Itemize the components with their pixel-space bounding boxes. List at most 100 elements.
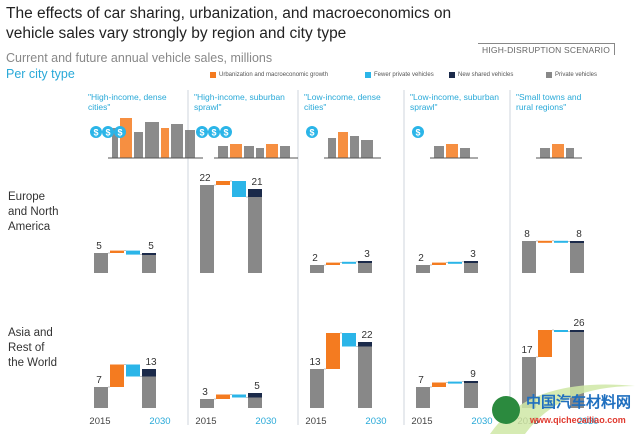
bar-fewer-private [448, 261, 462, 264]
chart-subtitle: Current and future annual vehicle sales,… [6, 51, 273, 65]
bar-2030-shared [358, 261, 372, 263]
bar-2030-private [358, 261, 372, 273]
bar-2030-shared [358, 342, 372, 347]
bar-2030-private [142, 254, 156, 273]
value-label-2015: 3 [202, 387, 208, 398]
bar-fewer-private [126, 364, 140, 377]
city-building-icon [460, 148, 470, 158]
city-building-icon [566, 148, 574, 158]
bar-2015 [94, 253, 108, 273]
city-building-icon [361, 140, 373, 158]
value-label-2015: 17 [521, 345, 533, 356]
bar-fewer-private [448, 381, 462, 384]
legend-item-fewer: Fewer private vehicles [365, 72, 434, 78]
city-building-icon [328, 138, 336, 158]
x-label-2015: 2015 [195, 416, 216, 427]
bar-growth [110, 364, 124, 387]
value-label-2030: 5 [148, 241, 154, 252]
city-building-icon [338, 132, 348, 158]
value-label-2015: 7 [96, 375, 102, 386]
legend-swatch-private [546, 72, 552, 78]
value-label-2030: 3 [364, 249, 370, 260]
value-label-2015: 2 [418, 253, 424, 264]
city-building-icon [161, 128, 169, 158]
bar-2030-shared [142, 369, 156, 377]
bar-growth [110, 250, 124, 253]
value-label-2015: 13 [309, 357, 321, 368]
city-building-icon [350, 136, 359, 158]
dollar-sign-icon: $ [415, 128, 420, 138]
value-label-2015: 8 [524, 229, 530, 240]
bar-2030-shared [464, 261, 478, 263]
value-label-2030: 3 [470, 249, 476, 260]
bar-2015 [94, 387, 108, 408]
bar-2030-shared [570, 241, 584, 243]
legend-label-private: Private vehicles [555, 72, 598, 78]
value-label-2015: 7 [418, 375, 424, 386]
x-label-2030: 2030 [365, 416, 386, 427]
dollar-coin-icon [102, 126, 114, 138]
city-building-icon [134, 132, 143, 158]
dollar-sign-icon: $ [223, 128, 228, 138]
bar-growth [432, 262, 446, 265]
bar-2015 [416, 387, 430, 408]
chart-subtitle-city-type: Per city type [6, 67, 75, 81]
bar-growth [538, 240, 552, 243]
dollar-coin-icon [114, 126, 126, 138]
city-type-label: "Low-income, dense cities" [304, 92, 381, 112]
value-label-2030: 21 [251, 177, 263, 188]
bar-fewer-private [232, 181, 246, 197]
city-building-icon [145, 122, 159, 158]
bar-2030-shared [570, 330, 584, 332]
dollar-coin-icon [208, 126, 220, 138]
city-building-icon [230, 144, 242, 158]
value-label-2030: 13 [145, 357, 157, 368]
city-building-icon [171, 124, 183, 158]
dollar-sign-icon: $ [105, 128, 110, 138]
bar-2015 [310, 369, 324, 408]
city-building-icon [266, 144, 278, 158]
legend-item-private: Private vehicles [546, 72, 597, 78]
city-building-icon [244, 146, 254, 158]
bar-2030-private [142, 376, 156, 408]
scenario-label: HIGH-DISRUPTION SCENARIO [478, 43, 616, 55]
x-label-2030: 2030 [577, 416, 598, 427]
bar-2030-shared [464, 381, 478, 383]
watermark-swoosh [490, 384, 635, 434]
bar-2030-private [358, 346, 372, 408]
city-building-icon [120, 118, 132, 158]
dollar-sign-icon: $ [211, 128, 216, 138]
dollar-coin-icon [90, 126, 102, 138]
value-label-2030: 26 [573, 318, 585, 329]
value-label-2015: 22 [199, 173, 211, 184]
x-label-2030: 2030 [255, 416, 276, 427]
legend-item-shared: New shared vehicles [449, 72, 513, 78]
city-type-label: "Low-income, suburban sprawl" [410, 92, 499, 112]
dollar-sign-icon: $ [93, 128, 98, 138]
watermark-globe-icon [492, 396, 520, 424]
value-label-2030: 22 [361, 330, 373, 341]
city-building-icon [112, 128, 118, 158]
bar-fewer-private [554, 240, 568, 243]
chart-title: The effects of car sharing, urbanization… [6, 5, 452, 42]
dollar-sign-icon: $ [117, 128, 122, 138]
city-building-icon [218, 146, 228, 158]
x-label-2030: 2030 [471, 416, 492, 427]
legend-item-growth: Urbanization and macroeconomic growth [210, 72, 328, 78]
region-label-europe: Europe and North America [8, 190, 59, 235]
city-building-icon [256, 148, 264, 158]
legend-label-fewer: Fewer private vehicles [374, 72, 434, 78]
bar-2030-private [464, 381, 478, 408]
bar-2015 [522, 357, 536, 408]
watermark-text-cn: 中国汽车材料网 [526, 393, 631, 411]
x-label-2015: 2015 [89, 416, 110, 427]
city-type-label: "Small towns and rural regions" [516, 92, 582, 112]
bar-2015 [416, 265, 430, 273]
dollar-sign-icon: $ [199, 128, 204, 138]
bar-fewer-private [342, 333, 356, 347]
bar-fewer-private [232, 394, 246, 398]
bar-2030-shared [248, 393, 262, 398]
legend-swatch-fewer [365, 72, 371, 78]
dollar-coin-icon [412, 126, 424, 138]
x-label-2030: 2030 [149, 416, 170, 427]
